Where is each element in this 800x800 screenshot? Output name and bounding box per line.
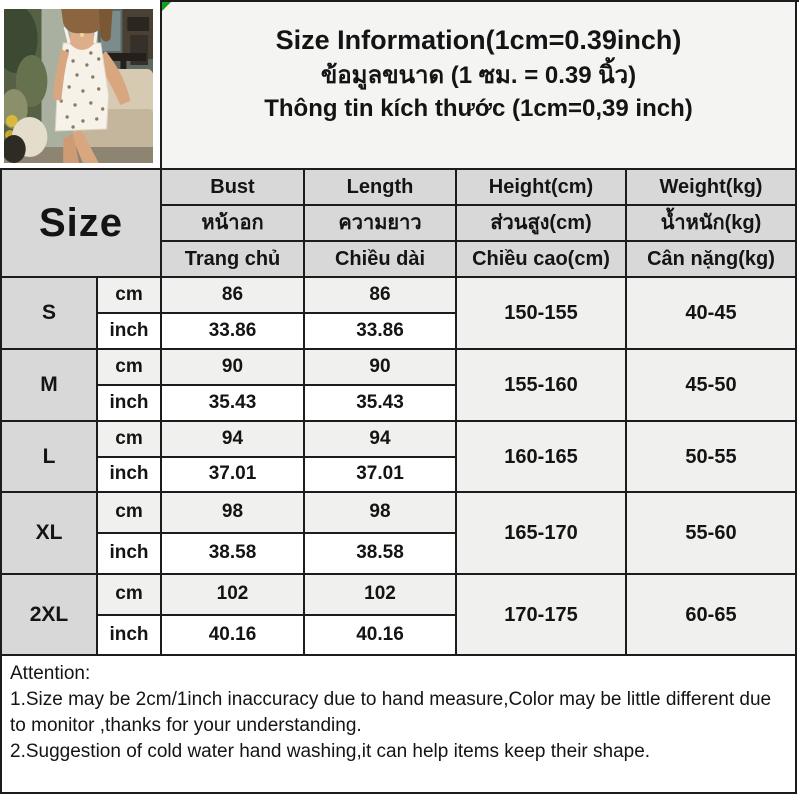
- unit-label-cm: cm: [98, 350, 162, 386]
- length-cm-xl: 98: [305, 493, 457, 534]
- bust-inch-l: 37.01: [162, 458, 305, 493]
- unit-label-inch: inch: [98, 386, 162, 422]
- length-inch-m: 35.43: [305, 386, 457, 422]
- unit-label-inch: inch: [98, 534, 162, 575]
- size-label-2xl: 2XL: [0, 575, 98, 656]
- weight-range-xl: 55-60: [627, 493, 797, 575]
- length-inch-s: 33.86: [305, 314, 457, 350]
- length-cm-s: 86: [305, 278, 457, 314]
- unit-label-cm: cm: [98, 278, 162, 314]
- size-label-s: S: [0, 278, 98, 350]
- height-range-m: 155-160: [457, 350, 627, 422]
- weight-range-s: 40-45: [627, 278, 797, 350]
- title-line-vi: Thông tin kích thước (1cm=0,39 inch): [264, 95, 693, 123]
- bust-inch-m: 35.43: [162, 386, 305, 422]
- col-header-length-en: Length: [305, 170, 457, 206]
- attention-note-2: 2.Suggestion of cold water hand washing,…: [10, 741, 651, 762]
- length-inch-xl: 38.58: [305, 534, 457, 575]
- attention-note-1: 1.Size may be 2cm/1inch inaccuracy due t…: [10, 689, 772, 736]
- attention-heading: Attention:: [10, 663, 91, 684]
- length-inch-l: 37.01: [305, 458, 457, 493]
- bust-cm-m: 90: [162, 350, 305, 386]
- attention-section: Attention: 1.Size may be 2cm/1inch inacc…: [0, 656, 797, 794]
- unit-label-cm: cm: [98, 493, 162, 534]
- size-label-m: M: [0, 350, 98, 422]
- unit-label-inch: inch: [98, 616, 162, 656]
- bust-cm-s: 86: [162, 278, 305, 314]
- col-header-height-en: Height(cm): [457, 170, 627, 206]
- col-header-weight-en: Weight(kg): [627, 170, 797, 206]
- unit-label-inch: inch: [98, 314, 162, 350]
- title-line-en: Size Information(1cm=0.39inch): [275, 25, 682, 55]
- bust-inch-2xl: 40.16: [162, 616, 305, 656]
- col-header-bust-en: Bust: [162, 170, 305, 206]
- bust-cm-l: 94: [162, 422, 305, 458]
- length-cm-2xl: 102: [305, 575, 457, 616]
- length-cm-l: 94: [305, 422, 457, 458]
- col-header-height-vi: Chiều cao(cm): [457, 242, 627, 278]
- size-label-l: L: [0, 422, 98, 493]
- weight-range-m: 45-50: [627, 350, 797, 422]
- col-header-weight-vi: Cân nặng(kg): [627, 242, 797, 278]
- col-header-height-th: ส่วนสูง(cm): [457, 206, 627, 242]
- height-range-xl: 165-170: [457, 493, 627, 575]
- height-range-s: 150-155: [457, 278, 627, 350]
- col-header-bust-th: หน้าอก: [162, 206, 305, 242]
- length-cm-m: 90: [305, 350, 457, 386]
- bust-inch-s: 33.86: [162, 314, 305, 350]
- height-range-2xl: 170-175: [457, 575, 627, 656]
- size-chart-title: Size Information(1cm=0.39inch) ข้อมูลขนา…: [162, 0, 797, 170]
- weight-range-2xl: 60-65: [627, 575, 797, 656]
- title-line-th: ข้อมูลขนาด (1 ซม. = 0.39 นิ้ว): [320, 61, 637, 89]
- col-header-bust-vi: Trang chủ: [162, 242, 305, 278]
- col-header-weight-th: น้ำหนัก(kg): [627, 206, 797, 242]
- bust-inch-xl: 38.58: [162, 534, 305, 575]
- col-header-length-th: ความยาว: [305, 206, 457, 242]
- bust-cm-2xl: 102: [162, 575, 305, 616]
- bust-cm-xl: 98: [162, 493, 305, 534]
- product-photo-cell: [0, 0, 162, 170]
- length-inch-2xl: 40.16: [305, 616, 457, 656]
- product-photo: [4, 9, 153, 163]
- col-header-length-vi: Chiều dài: [305, 242, 457, 278]
- unit-label-cm: cm: [98, 575, 162, 616]
- cell-corner-flag-icon: [162, 0, 173, 11]
- top-border-line: [160, 0, 799, 2]
- unit-label-inch: inch: [98, 458, 162, 493]
- size-label-xl: XL: [0, 493, 98, 575]
- height-range-l: 160-165: [457, 422, 627, 493]
- size-column-header: Size: [0, 170, 162, 278]
- weight-range-l: 50-55: [627, 422, 797, 493]
- unit-label-cm: cm: [98, 422, 162, 458]
